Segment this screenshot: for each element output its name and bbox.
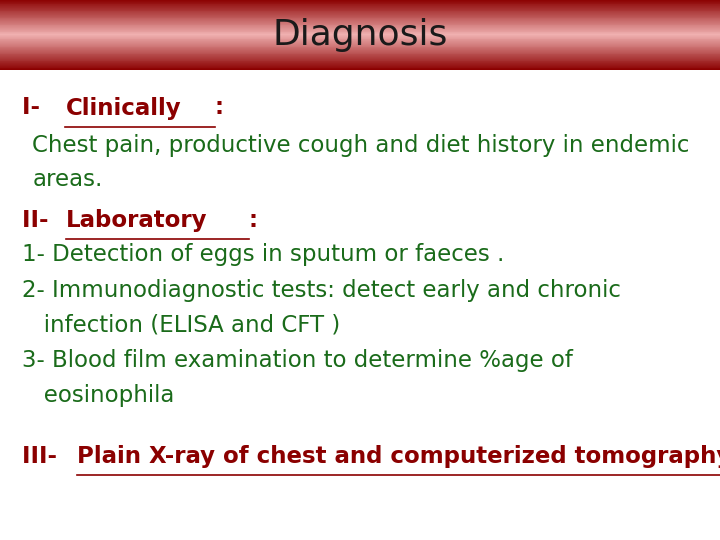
- Bar: [0, 51, 720, 53]
- Bar: [0, 40, 720, 42]
- Text: Laboratory: Laboratory: [66, 209, 207, 232]
- Text: 2- Immunodiagnostic tests: detect early and chronic: 2- Immunodiagnostic tests: detect early …: [22, 279, 621, 302]
- Bar: [0, 56, 720, 57]
- Bar: [0, 33, 720, 35]
- Bar: [0, 65, 720, 67]
- Bar: [0, 50, 720, 51]
- Bar: [0, 16, 720, 17]
- Bar: [0, 33, 720, 34]
- Bar: [0, 68, 720, 69]
- Text: III-: III-: [22, 445, 65, 468]
- Bar: [0, 19, 720, 21]
- Bar: [0, 36, 720, 38]
- Bar: [0, 9, 720, 10]
- Bar: [0, 42, 720, 43]
- Text: eosinophila: eosinophila: [22, 384, 174, 407]
- Bar: [0, 64, 720, 65]
- Text: Plain X-ray of chest and computerized tomography.: Plain X-ray of chest and computerized to…: [77, 445, 720, 468]
- Bar: [0, 6, 720, 8]
- Bar: [0, 26, 720, 28]
- Bar: [0, 25, 720, 26]
- Bar: [0, 0, 720, 1]
- Bar: [0, 55, 720, 56]
- Bar: [0, 40, 720, 41]
- Bar: [0, 3, 720, 4]
- Bar: [0, 14, 720, 15]
- Bar: [0, 37, 720, 39]
- Bar: [0, 23, 720, 24]
- Bar: [0, 5, 720, 7]
- Bar: [0, 36, 720, 37]
- Bar: [0, 38, 720, 39]
- Text: :: :: [248, 209, 258, 232]
- Bar: [0, 17, 720, 18]
- Bar: [0, 44, 720, 45]
- Bar: [0, 12, 720, 13]
- Bar: [0, 60, 720, 62]
- Bar: [0, 4, 720, 5]
- Bar: [0, 54, 720, 55]
- Text: II-: II-: [22, 209, 56, 232]
- Bar: [0, 61, 720, 62]
- Bar: [0, 22, 720, 24]
- Bar: [0, 69, 720, 70]
- Bar: [0, 52, 720, 53]
- Bar: [0, 39, 720, 40]
- Bar: [0, 28, 720, 29]
- Bar: [0, 29, 720, 31]
- Bar: [0, 66, 720, 68]
- Bar: [0, 12, 720, 14]
- Text: Clinically: Clinically: [66, 97, 181, 119]
- Text: I-: I-: [22, 97, 55, 119]
- Bar: [0, 19, 720, 20]
- Bar: [0, 1, 720, 3]
- Bar: [0, 50, 720, 52]
- Bar: [0, 43, 720, 45]
- Bar: [0, 47, 720, 48]
- Text: 1- Detection of eggs in sputum or faeces .: 1- Detection of eggs in sputum or faeces…: [22, 244, 504, 266]
- Bar: [0, 53, 720, 55]
- Bar: [0, 30, 720, 31]
- Bar: [0, 64, 720, 66]
- Bar: [0, 35, 720, 36]
- Text: areas.: areas.: [32, 168, 103, 191]
- Bar: [0, 59, 720, 60]
- Bar: [0, 57, 720, 59]
- Bar: [0, 43, 720, 44]
- Bar: [0, 15, 720, 16]
- Bar: [0, 10, 720, 11]
- Bar: [0, 8, 720, 10]
- Bar: [0, 21, 720, 22]
- Bar: [0, 62, 720, 63]
- Bar: [0, 22, 720, 23]
- Bar: [0, 29, 720, 30]
- Bar: [0, 8, 720, 9]
- Text: infection (ELISA and CFT ): infection (ELISA and CFT ): [22, 314, 340, 336]
- Bar: [0, 26, 720, 27]
- Text: :: :: [215, 97, 224, 119]
- Bar: [0, 57, 720, 58]
- Bar: [0, 32, 720, 33]
- Bar: [0, 49, 720, 50]
- Bar: [0, 31, 720, 32]
- Bar: [0, 45, 720, 46]
- Text: 3- Blood film examination to determine %age of: 3- Blood film examination to determine %…: [22, 349, 572, 372]
- Bar: [0, 2, 720, 3]
- Bar: [0, 48, 720, 49]
- Bar: [0, 58, 720, 60]
- Bar: [0, 18, 720, 19]
- Bar: [0, 11, 720, 12]
- Text: Diagnosis: Diagnosis: [272, 18, 448, 52]
- Text: Chest pain, productive cough and diet history in endemic: Chest pain, productive cough and diet hi…: [32, 134, 690, 157]
- Bar: [0, 67, 720, 69]
- Bar: [0, 46, 720, 48]
- Bar: [0, 15, 720, 17]
- Bar: [0, 63, 720, 64]
- Bar: [0, 24, 720, 25]
- Bar: [0, 5, 720, 6]
- Bar: [0, 1, 720, 2]
